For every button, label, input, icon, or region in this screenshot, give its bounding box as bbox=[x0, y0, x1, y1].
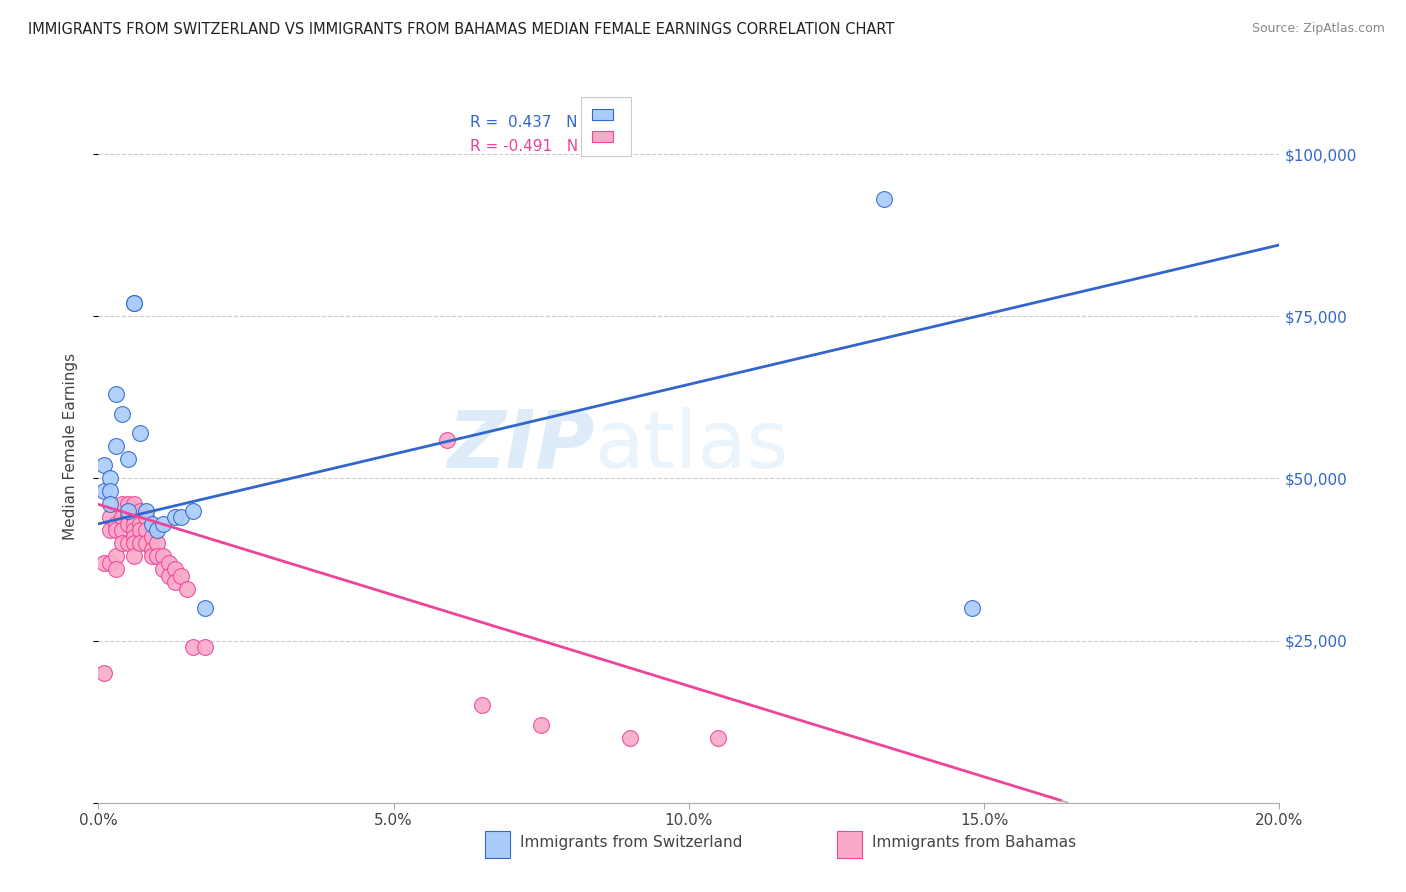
Point bbox=[105, 549, 128, 564]
Point bbox=[165, 575, 187, 590]
Point bbox=[135, 510, 157, 524]
Point bbox=[128, 536, 150, 550]
Point bbox=[181, 504, 204, 518]
Point bbox=[111, 407, 134, 421]
Point bbox=[146, 524, 169, 538]
Point bbox=[105, 387, 128, 401]
Legend: , : , bbox=[581, 97, 631, 156]
Point bbox=[122, 510, 145, 524]
Point bbox=[117, 504, 139, 518]
Point bbox=[117, 452, 139, 467]
Point bbox=[111, 536, 134, 550]
Point bbox=[117, 536, 139, 550]
Text: R =  0.437   N = 23: R = 0.437 N = 23 bbox=[471, 115, 620, 130]
Point bbox=[105, 516, 128, 531]
Text: atlas: atlas bbox=[595, 407, 789, 485]
Point bbox=[194, 601, 217, 615]
Point bbox=[530, 718, 553, 732]
Point bbox=[98, 556, 121, 570]
Point bbox=[93, 666, 115, 681]
Point bbox=[122, 497, 145, 511]
Point bbox=[135, 536, 157, 550]
Point bbox=[141, 542, 163, 557]
Point bbox=[152, 549, 174, 564]
Point bbox=[122, 296, 145, 310]
Point bbox=[176, 582, 198, 596]
Point bbox=[122, 549, 145, 564]
Point bbox=[152, 562, 174, 576]
Text: IMMIGRANTS FROM SWITZERLAND VS IMMIGRANTS FROM BAHAMAS MEDIAN FEMALE EARNINGS CO: IMMIGRANTS FROM SWITZERLAND VS IMMIGRANT… bbox=[28, 22, 894, 37]
Point bbox=[111, 524, 134, 538]
Point bbox=[471, 698, 494, 713]
Point bbox=[98, 510, 121, 524]
Point bbox=[98, 484, 121, 499]
Point bbox=[122, 530, 145, 544]
Point bbox=[93, 484, 115, 499]
Point bbox=[135, 504, 157, 518]
Point bbox=[152, 516, 174, 531]
Point bbox=[122, 524, 145, 538]
Point bbox=[170, 510, 193, 524]
Point bbox=[122, 536, 145, 550]
Point bbox=[194, 640, 217, 654]
Point bbox=[98, 524, 121, 538]
Point bbox=[117, 497, 139, 511]
Point bbox=[111, 510, 134, 524]
Point bbox=[619, 731, 641, 745]
Point bbox=[111, 497, 134, 511]
Point bbox=[181, 640, 204, 654]
Point bbox=[117, 510, 139, 524]
Point bbox=[157, 568, 180, 582]
Point bbox=[962, 601, 984, 615]
Text: Immigrants from Switzerland: Immigrants from Switzerland bbox=[520, 836, 742, 850]
Point bbox=[141, 516, 163, 531]
Point bbox=[146, 549, 169, 564]
Point bbox=[707, 731, 730, 745]
Point bbox=[93, 556, 115, 570]
Point bbox=[157, 556, 180, 570]
Point bbox=[128, 504, 150, 518]
Point bbox=[105, 439, 128, 453]
Point bbox=[98, 471, 121, 485]
Point bbox=[873, 193, 896, 207]
Point bbox=[146, 536, 169, 550]
Point bbox=[141, 530, 163, 544]
Point bbox=[141, 549, 163, 564]
Point bbox=[135, 524, 157, 538]
Point bbox=[98, 497, 121, 511]
Text: Immigrants from Bahamas: Immigrants from Bahamas bbox=[872, 836, 1076, 850]
Point bbox=[105, 524, 128, 538]
Point bbox=[165, 510, 187, 524]
Text: ZIP: ZIP bbox=[447, 407, 595, 485]
Point bbox=[436, 433, 458, 447]
Text: Source: ZipAtlas.com: Source: ZipAtlas.com bbox=[1251, 22, 1385, 36]
Point bbox=[105, 562, 128, 576]
Point bbox=[93, 458, 115, 473]
Point bbox=[128, 524, 150, 538]
Point bbox=[122, 296, 145, 310]
Point bbox=[122, 516, 145, 531]
Point bbox=[128, 425, 150, 440]
Point bbox=[170, 568, 193, 582]
Point bbox=[128, 516, 150, 531]
Y-axis label: Median Female Earnings: Median Female Earnings bbox=[63, 352, 77, 540]
Point bbox=[117, 516, 139, 531]
Point bbox=[165, 562, 187, 576]
Text: R = -0.491   N = 51: R = -0.491 N = 51 bbox=[471, 139, 620, 154]
